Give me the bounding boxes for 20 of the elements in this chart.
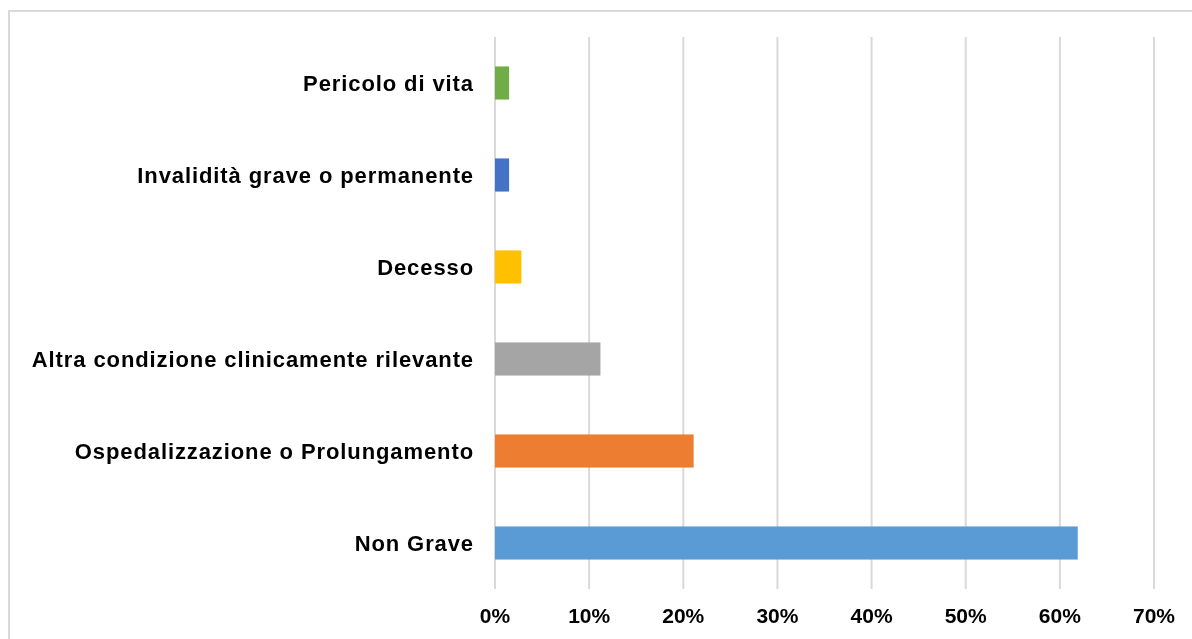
x-tick-label: 40%: [850, 603, 893, 627]
bar: [495, 342, 601, 376]
x-tick-label: 70%: [1132, 603, 1176, 627]
y-tick-label: Invalidità grave o permanente: [137, 162, 474, 188]
x-tick-label: 20%: [662, 603, 705, 627]
bar: [495, 250, 522, 284]
x-tick-label: 0%: [479, 603, 511, 627]
bar: [495, 158, 510, 192]
x-tick-label: 60%: [1038, 603, 1082, 627]
bar: [495, 526, 1078, 560]
bar: [495, 434, 694, 468]
y-tick-label: Non Grave: [354, 530, 474, 556]
y-tick-label: Pericolo di vita: [303, 70, 474, 96]
bar: [495, 66, 510, 100]
y-tick-label: Ospedalizzazione o Prolungamento: [74, 438, 474, 464]
x-tick-label: 30%: [756, 603, 799, 627]
y-tick-label: Decesso: [377, 254, 474, 280]
x-tick-label: 50%: [944, 603, 988, 627]
y-tick-label: Altra condizione clinicamente rilevante: [31, 346, 474, 372]
x-tick-label: 10%: [568, 603, 611, 627]
